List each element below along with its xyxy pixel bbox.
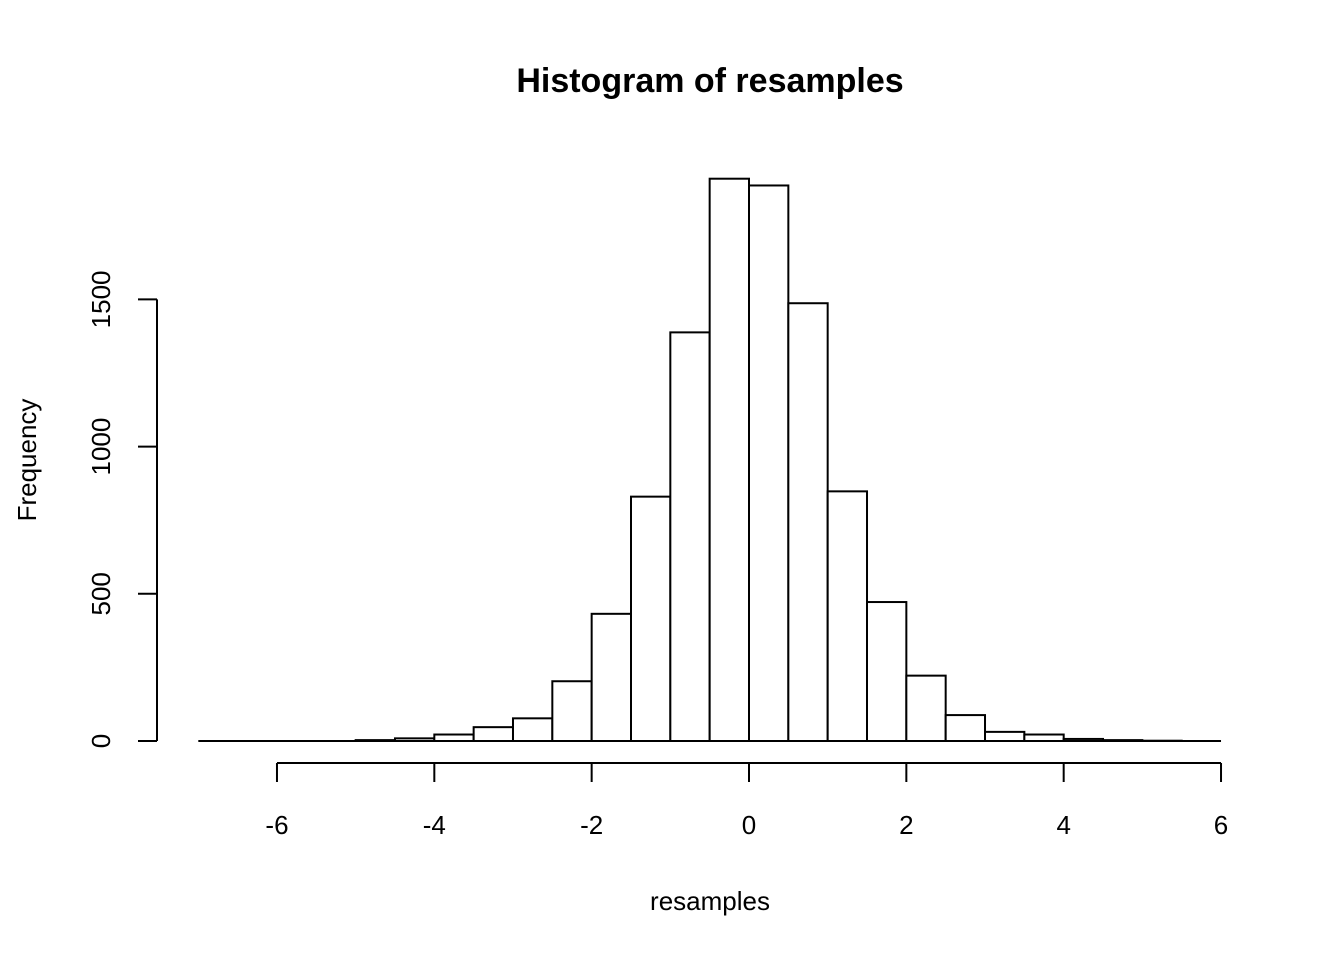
- histogram-bar: [905, 674, 947, 743]
- y-tick-label: 500: [86, 572, 116, 615]
- histogram-bar: [630, 495, 672, 742]
- histogram-bar: [708, 177, 750, 742]
- x-tick-label: -4: [423, 810, 446, 840]
- y-tick-label: 1500: [86, 270, 116, 328]
- y-tick-label: 0: [86, 734, 116, 748]
- histogram-bar: [472, 726, 514, 742]
- x-axis-title: resamples: [650, 886, 770, 916]
- histogram-bar: [590, 612, 632, 743]
- x-tick-label: -2: [580, 810, 603, 840]
- x-tick-label: 6: [1214, 810, 1228, 840]
- x-tick-label: 0: [742, 810, 756, 840]
- x-axis: -6 -4 -2 0 2 4 6: [265, 762, 1228, 840]
- bars-group: [198, 177, 1222, 743]
- x-tick-label: 4: [1056, 810, 1070, 840]
- x-tick-label: -6: [265, 810, 288, 840]
- chart-title: Histogram of resamples: [516, 62, 903, 100]
- x-tick-label: 2: [899, 810, 913, 840]
- histogram-bar: [748, 184, 790, 743]
- histogram-bar: [944, 714, 987, 743]
- histogram-bar: [984, 730, 1026, 742]
- y-axis: 0 500 1000 1500: [86, 270, 158, 748]
- histogram-bar: [551, 680, 593, 742]
- histogram-bar: [787, 302, 829, 742]
- histogram-bar: [511, 717, 554, 743]
- histogram-bar: [866, 601, 908, 742]
- histogram-bar: [669, 331, 711, 742]
- y-axis-title: Frequency: [12, 399, 42, 522]
- y-tick-label: 1000: [86, 418, 116, 476]
- histogram-bar: [826, 490, 869, 742]
